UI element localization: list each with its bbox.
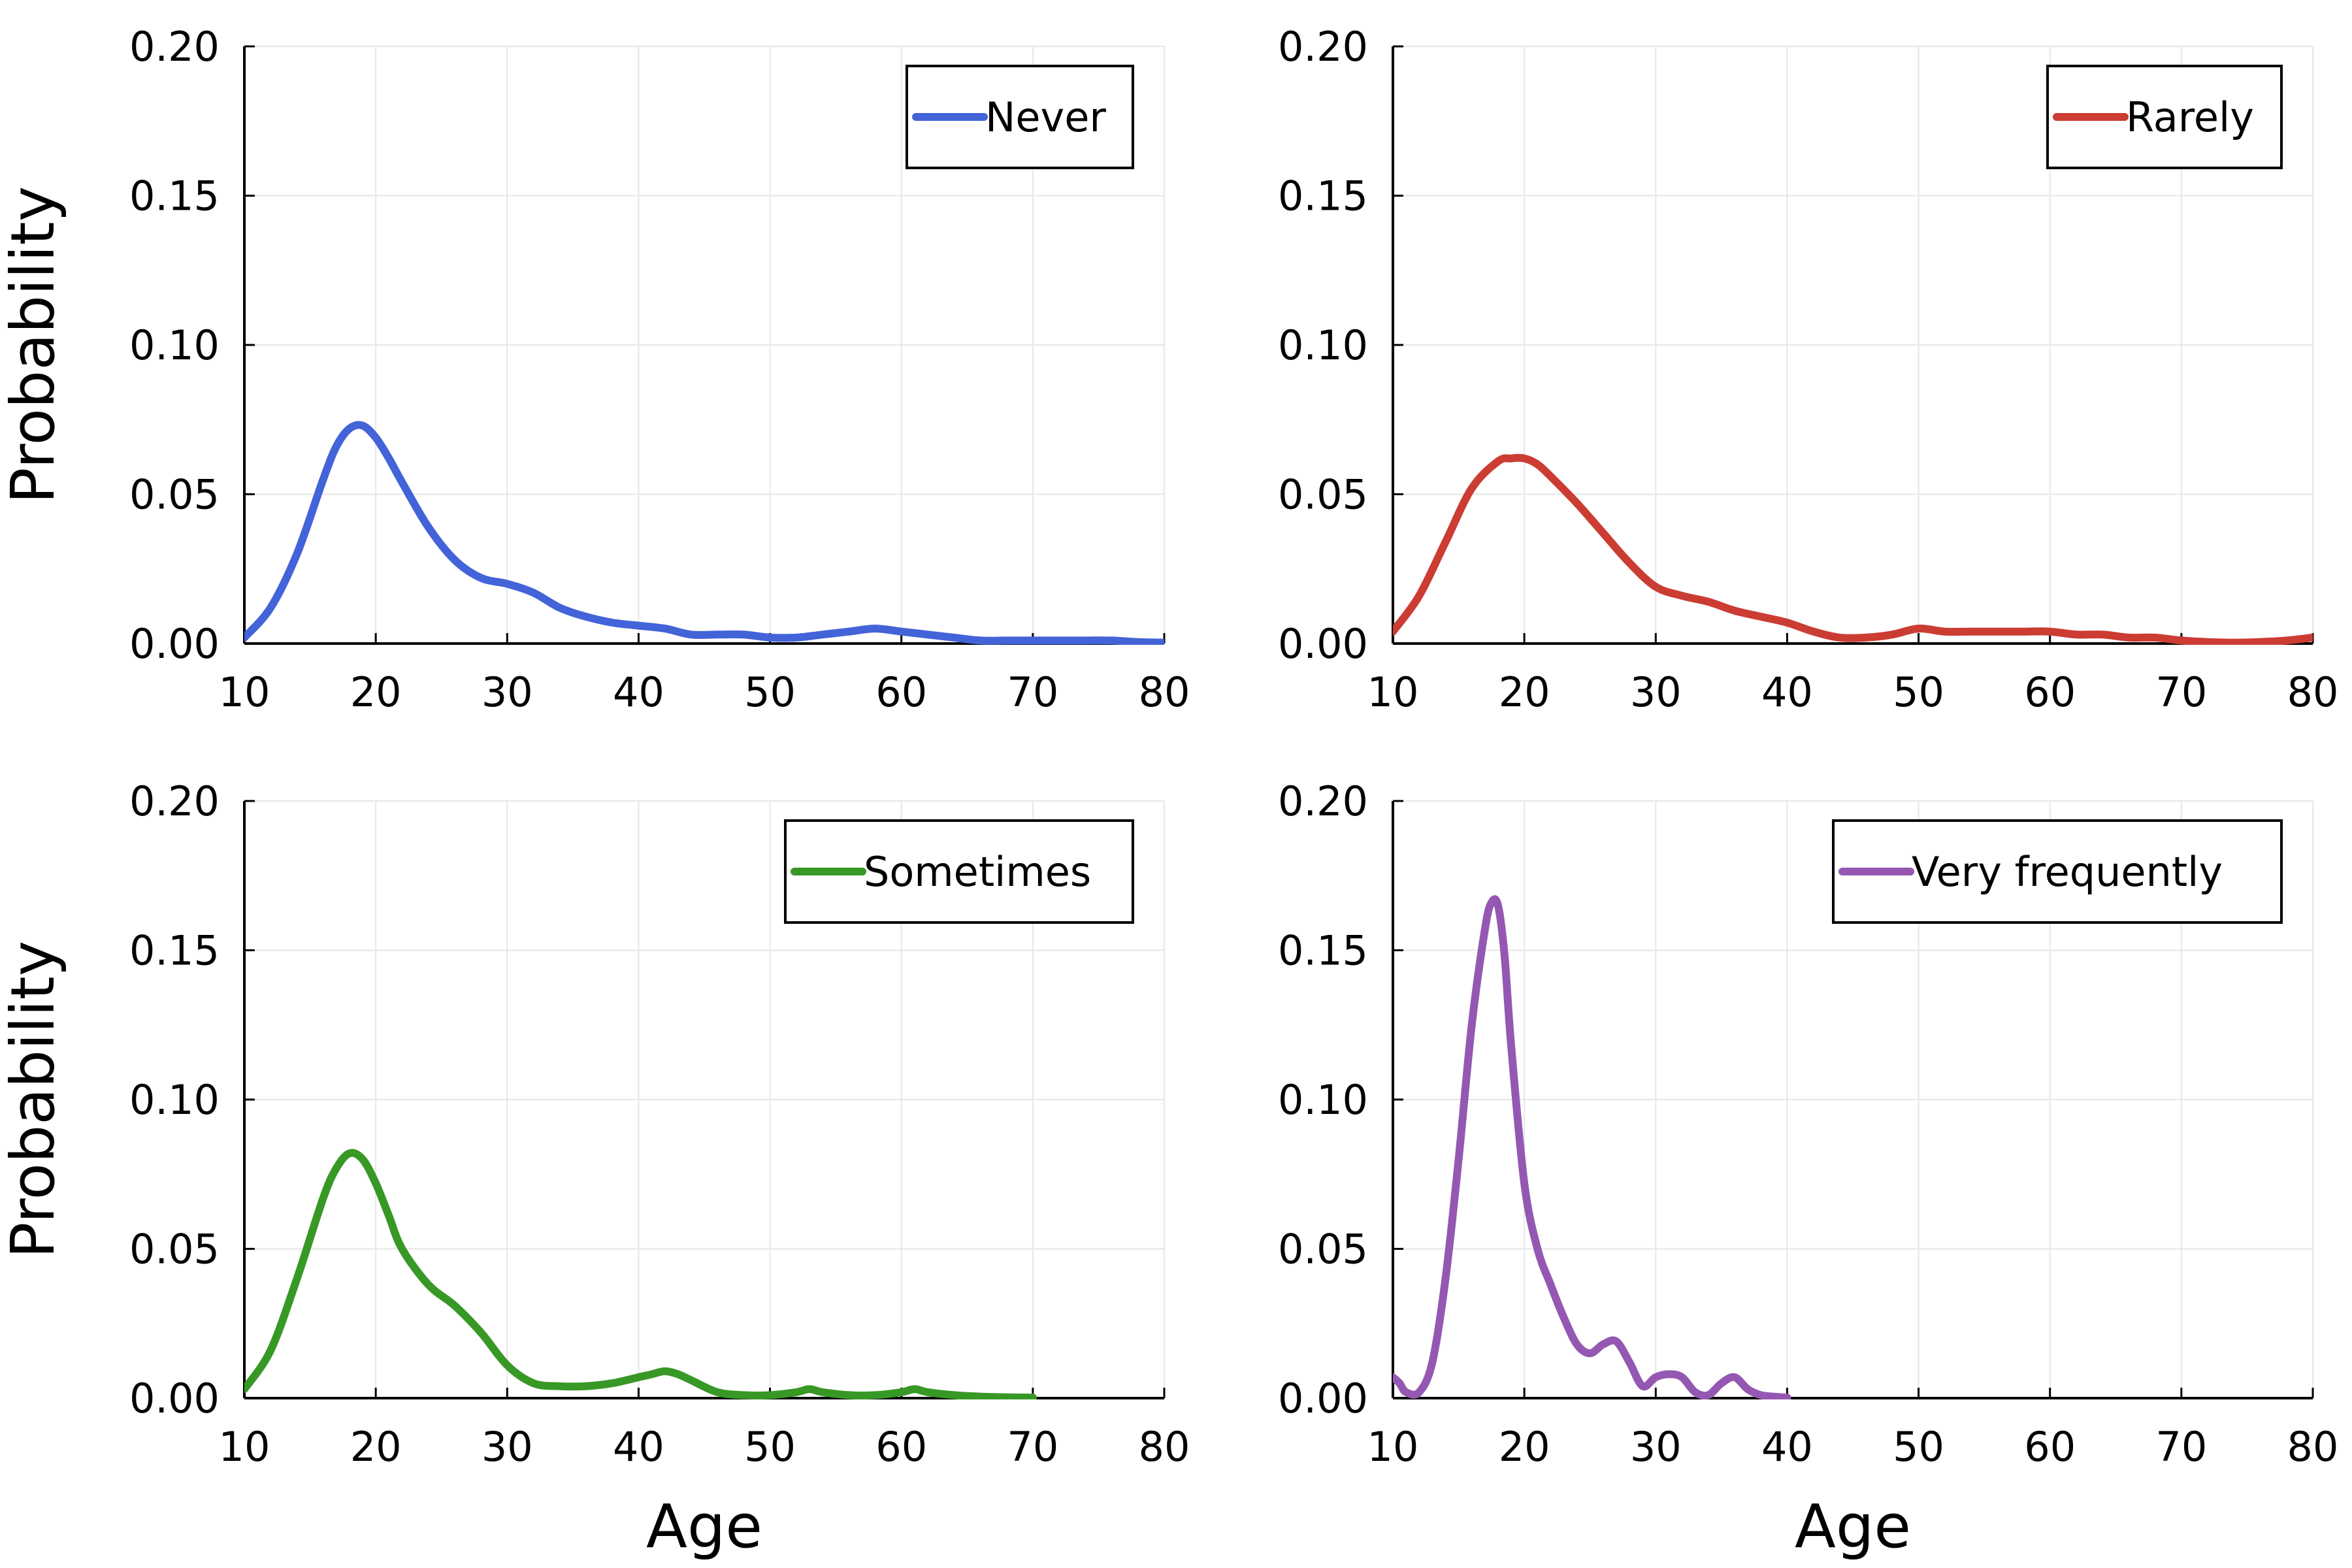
y-tick-label: 0.15	[129, 172, 220, 220]
legend-label-never: Never	[985, 93, 1106, 141]
legend-label-very-frequently: Very frequently	[1912, 848, 2223, 896]
y-tick-label: 0.05	[1278, 471, 1368, 519]
x-tick-label: 40	[1761, 668, 1813, 716]
x-tick-label: 40	[613, 668, 664, 716]
legend: Very frequently	[1832, 819, 2283, 924]
x-axis-title: Age	[646, 1492, 762, 1561]
legend-label-sometimes: Sometimes	[864, 848, 1091, 896]
x-tick-label: 20	[1499, 1423, 1550, 1471]
y-axis-title: Probability	[0, 941, 68, 1258]
y-tick-label: 0.15	[1278, 927, 1368, 975]
y-tick-label: 0.10	[1278, 1076, 1368, 1124]
y-tick-label: 0.15	[129, 927, 220, 975]
series-line-very-frequently	[1393, 895, 1791, 1399]
x-tick-label: 60	[875, 668, 927, 716]
y-tick-label: 0.20	[1278, 777, 1368, 825]
y-tick-label: 0.10	[129, 321, 220, 369]
legend: Rarely	[2046, 65, 2283, 169]
y-tick-label: 0.10	[129, 1076, 220, 1124]
series-line-never	[244, 421, 1164, 645]
y-axis-title: Probability	[0, 186, 68, 504]
y-tick-label: 0.05	[1278, 1226, 1368, 1273]
y-tick-label: 0.20	[1278, 23, 1368, 71]
x-tick-label: 70	[1007, 1423, 1058, 1471]
legend: Sometimes	[784, 819, 1134, 924]
x-tick-label: 10	[219, 1423, 270, 1471]
x-tick-label: 10	[219, 668, 270, 716]
x-tick-label: 20	[350, 1423, 402, 1471]
x-tick-label: 10	[1367, 668, 1419, 716]
legend-label-rarely: Rarely	[2126, 93, 2254, 141]
series-line-sometimes	[244, 1149, 1037, 1399]
y-tick-label: 0.05	[129, 1226, 220, 1273]
chart-panel-1: 10 20 30 40 50 60 70 80 0.00 0.05 0.10 0.15 0.20 Prob…	[0, 23, 1190, 716]
x-tick-label: 60	[2024, 668, 2076, 716]
x-tick-label: 50	[744, 668, 796, 716]
x-tick-label: 80	[1139, 668, 1190, 716]
y-tick-label: 0.15	[1278, 172, 1368, 220]
y-tick-label: 0.00	[1278, 1375, 1368, 1422]
x-tick-label: 50	[744, 1423, 796, 1471]
chart-panel-4: 10 20 30 40 50 60 70 80 0.00 0.05 0.10 0.15 0.20 Age V…	[1278, 777, 2339, 1561]
chart-panel-3: 10 20 30 40 50 60 70 80 0.00 0.05 0.10 0.15 0.20 Prob…	[0, 777, 1190, 1561]
series-line-rarely	[1393, 453, 2313, 645]
y-tick-label: 0.10	[1278, 321, 1368, 369]
y-tick-label: 0.00	[129, 1375, 220, 1422]
x-tick-label: 70	[2155, 668, 2207, 716]
x-tick-label: 40	[613, 1423, 664, 1471]
x-tick-label: 40	[1761, 1423, 1813, 1471]
x-tick-label: 50	[1893, 668, 1944, 716]
legend: Never	[906, 65, 1134, 169]
y-tick-label: 0.00	[1278, 620, 1368, 668]
x-tick-label: 70	[1007, 668, 1058, 716]
x-tick-label: 80	[2287, 668, 2339, 716]
x-tick-label: 30	[1630, 668, 1682, 716]
y-tick-label: 0.00	[129, 620, 220, 668]
x-tick-label: 60	[2024, 1423, 2076, 1471]
x-tick-label: 20	[1499, 668, 1550, 716]
x-tick-label: 80	[1139, 1423, 1190, 1471]
x-tick-label: 30	[482, 1423, 533, 1471]
chart-panel-2: 10 20 30 40 50 60 70 80 0.00 0.05 0.10 0.15 0.20 Rare…	[1278, 23, 2339, 716]
x-tick-label: 30	[1630, 1423, 1682, 1471]
x-tick-label: 20	[350, 668, 402, 716]
x-tick-label: 70	[2155, 1423, 2207, 1471]
x-tick-label: 30	[482, 668, 533, 716]
y-tick-label: 0.05	[129, 471, 220, 519]
y-tick-label: 0.20	[129, 23, 220, 71]
x-axis-title: Age	[1795, 1492, 1911, 1561]
x-tick-label: 80	[2287, 1423, 2339, 1471]
x-tick-label: 60	[875, 1423, 927, 1471]
x-tick-label: 50	[1893, 1423, 1944, 1471]
x-tick-label: 10	[1367, 1423, 1419, 1471]
y-tick-label: 0.20	[129, 777, 220, 825]
